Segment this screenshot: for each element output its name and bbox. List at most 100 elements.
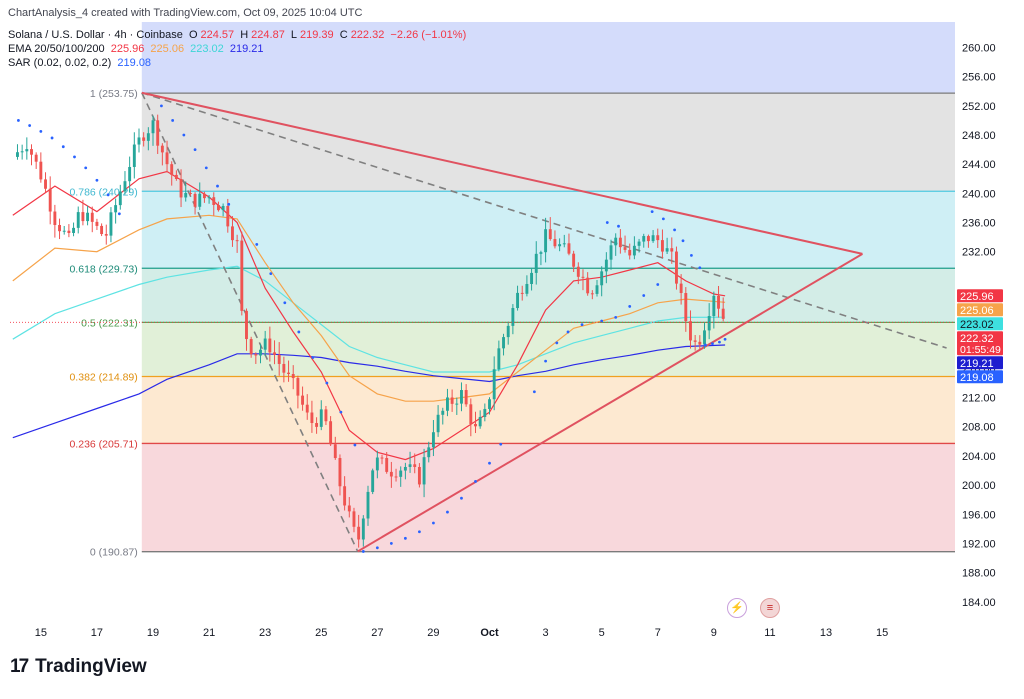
candle-body <box>231 226 234 241</box>
candle-body <box>595 285 599 294</box>
x-tick-label: 9 <box>711 627 717 639</box>
candle-body <box>137 137 141 145</box>
candle-body <box>156 120 160 146</box>
sar-dot <box>661 217 665 221</box>
y-tick-label: 188.00 <box>962 568 996 580</box>
candle-body <box>558 244 562 247</box>
y-tick-label: 192.00 <box>962 538 996 550</box>
candle-body <box>212 197 216 205</box>
sar-dot <box>283 301 287 305</box>
sar-dot <box>84 166 88 170</box>
candle-body <box>86 212 90 222</box>
sar-legend: SAR (0.02, 0.02, 0.2) 219.08 <box>8 57 154 69</box>
candle-body <box>263 338 267 350</box>
candle-body <box>488 399 491 409</box>
sar-dot <box>311 356 315 359</box>
candle-body <box>146 133 150 141</box>
sar-dot <box>723 337 727 341</box>
close-value: 222.32 <box>350 29 385 41</box>
sar-dot <box>544 359 547 363</box>
change-value: −2.26 (−1.01%) <box>390 29 467 41</box>
candle-body <box>539 252 543 254</box>
tradingview-logo: 17 TradingView <box>10 656 147 677</box>
candle-body <box>436 414 440 433</box>
y-tick-label: 196.00 <box>962 509 996 521</box>
x-tick-label: 17 <box>91 627 103 639</box>
candle-body <box>417 466 421 485</box>
high-value: 224.87 <box>251 29 285 41</box>
ema200-value: 219.21 <box>229 43 264 55</box>
y-tick-label: 200.00 <box>962 480 996 492</box>
price-badge-text-0: 225.96 <box>960 291 994 303</box>
close-label: C <box>339 29 348 41</box>
candle-body <box>198 193 202 207</box>
sar-dot <box>446 510 449 514</box>
candle-body <box>562 243 566 245</box>
candle-body <box>572 253 576 267</box>
y-tick-label: 244.00 <box>962 159 996 171</box>
candle-body <box>333 444 337 459</box>
candle-body <box>268 338 272 353</box>
lightning-icon[interactable]: ⚡ <box>727 598 747 618</box>
candle-body <box>347 505 351 512</box>
candle-body <box>455 403 459 405</box>
sar-label: SAR (0.02, 0.02, 0.2) <box>8 57 112 69</box>
us-flag-icon[interactable]: ≡ <box>760 598 780 618</box>
sar-dot <box>628 305 632 308</box>
sar-dot <box>39 129 43 133</box>
price-badge-text-2: 223.02 <box>960 319 994 331</box>
sar-dot <box>718 340 721 344</box>
triangle-upper-line <box>141 91 863 255</box>
candle-body <box>226 205 230 227</box>
candle-body <box>193 193 197 207</box>
ema100-value: 223.02 <box>190 43 224 55</box>
sar-dot <box>106 193 110 197</box>
candle-body <box>670 248 674 252</box>
x-tick-label: 11 <box>764 627 775 639</box>
candle-body <box>100 225 104 235</box>
sar-dot <box>488 461 491 465</box>
y-tick-label: 184.00 <box>962 597 996 609</box>
candle-body <box>707 315 711 331</box>
sar-dot <box>28 124 32 127</box>
candle-body <box>357 526 361 540</box>
sar-dot <box>73 155 76 159</box>
ema50-line <box>12 214 726 402</box>
candle-body <box>375 457 379 471</box>
y-tick-label: 252.00 <box>962 101 996 113</box>
sar-dot <box>339 410 343 414</box>
candle-body <box>614 237 618 246</box>
candle-body <box>259 349 262 356</box>
candle-body <box>53 211 57 225</box>
sar-dot <box>269 272 273 275</box>
candle-body <box>371 470 375 492</box>
candle-body <box>618 237 622 248</box>
candle-body <box>202 193 206 199</box>
sar-dot <box>656 283 660 286</box>
candle-body <box>469 404 473 424</box>
ema200-line <box>12 344 726 439</box>
candle-body <box>721 308 725 319</box>
fib-zone-3 <box>141 268 955 323</box>
candle-body <box>319 409 323 427</box>
candle-body <box>548 229 552 240</box>
sar-dot <box>532 390 536 394</box>
candle-body <box>160 145 164 153</box>
candle-body <box>20 151 24 153</box>
candle-body <box>72 227 76 233</box>
candle-body <box>478 416 482 427</box>
symbol-name: Solana / U.S. Dollar · 4h · Coinbase <box>8 29 183 41</box>
sar-dot <box>673 228 676 232</box>
candle-body <box>693 340 697 342</box>
candle-body <box>441 410 445 415</box>
x-tick-label: 15 <box>35 627 47 639</box>
candle-body <box>679 283 683 294</box>
sar-dot <box>193 148 197 152</box>
price-badge-2 <box>957 317 1003 331</box>
candle-body <box>712 295 716 316</box>
dashed-trend-1 <box>141 92 359 552</box>
x-tick-label: 27 <box>371 627 383 639</box>
candle-body <box>502 337 505 349</box>
sar-dot <box>95 178 99 182</box>
